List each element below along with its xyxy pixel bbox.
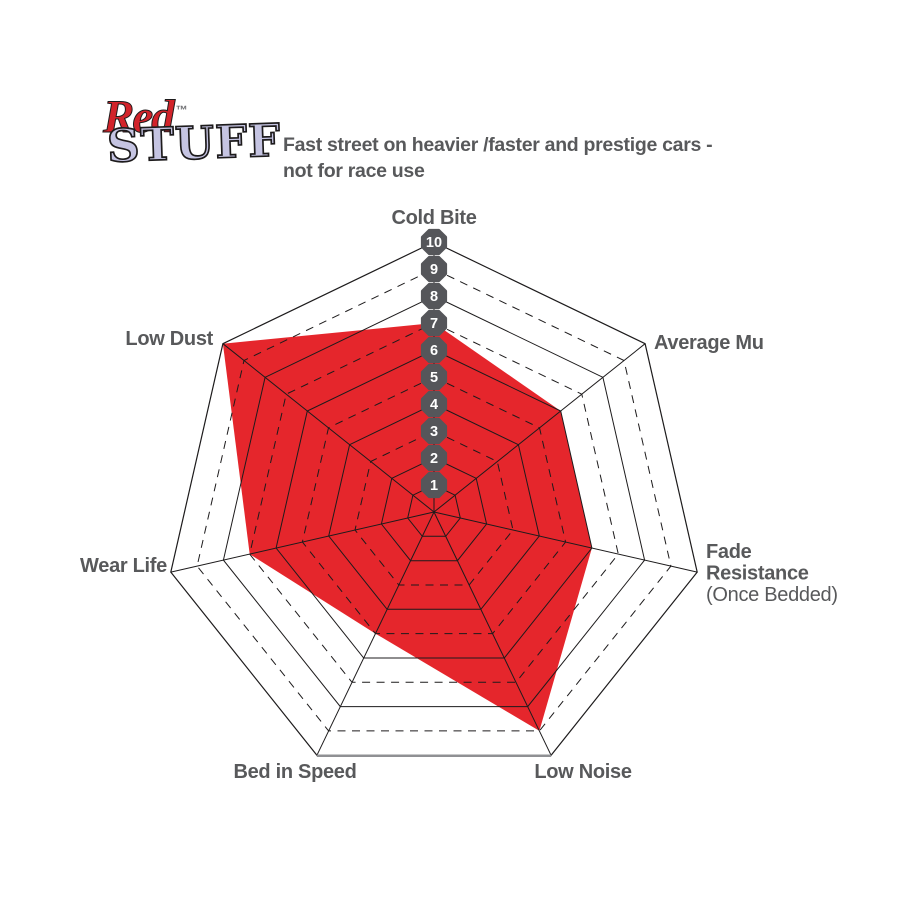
logo-red-text: Red — [103, 91, 176, 143]
axis-label-line: Cold Bite — [391, 207, 476, 229]
axis-spoke-fade-resistance — [433, 511, 698, 573]
tick-label-1: 1 — [430, 478, 438, 494]
logo-word-red: Red ™ — [103, 91, 263, 143]
subtitle-line-1: Fast street on heavier /faster and prest… — [283, 134, 713, 156]
grid-ring-2 — [380, 457, 488, 562]
tick-badge-8 — [420, 282, 448, 310]
tick-label-5: 5 — [430, 370, 438, 386]
tick-label-4: 4 — [430, 397, 438, 413]
axis-label-wear-life: Wear Life — [80, 555, 167, 577]
series-polygon-redstuff-pad-performance — [222, 323, 592, 731]
tick-badge-7 — [420, 309, 448, 337]
axis-label-line: (Once Bedded) — [706, 584, 838, 606]
axis-spoke-bed-in-speed — [316, 511, 435, 756]
axis-label-fade-resistance: Fade Resistance (Once Bedded) — [706, 541, 838, 606]
tick-label-8: 8 — [430, 289, 438, 305]
axis-label-low-noise: Low Noise — [534, 761, 631, 783]
tick-badge-3 — [420, 417, 448, 445]
tick-label-10: 10 — [426, 235, 442, 251]
grid-ring-8 — [222, 295, 646, 708]
tick-badge-10 — [420, 228, 448, 256]
grid-ring-5 — [301, 376, 567, 635]
axis-label-line: Wear Life — [80, 555, 167, 577]
grid-ring-4 — [328, 403, 540, 610]
tick-badge-4 — [420, 390, 448, 418]
axis-label-line: Average Mu — [654, 332, 764, 354]
tick-badge-6 — [420, 336, 448, 364]
trademark-symbol: ™ — [175, 103, 188, 117]
axis-spoke-wear-life — [170, 511, 435, 573]
tick-label-3: 3 — [430, 424, 438, 440]
tick-label-9: 9 — [430, 262, 438, 278]
axis-label-line: Bed in Speed — [233, 761, 356, 783]
axis-label-average-mu: Average Mu — [654, 332, 764, 354]
axis-spoke-low-dust — [222, 343, 435, 513]
axis-spoke-average-mu — [433, 343, 646, 513]
axis-label-low-dust: Low Dust — [125, 328, 213, 350]
tick-badge-9 — [420, 255, 448, 283]
axis-label-bed-in-speed: Bed in Speed — [233, 761, 356, 783]
grid-ring-1 — [407, 484, 461, 537]
axis-label-line: Low Noise — [534, 761, 631, 783]
axis-label-cold-bite: Cold Bite — [391, 207, 476, 229]
tick-badge-2 — [420, 444, 448, 472]
subtitle-line-2: not for race use — [283, 160, 425, 182]
tick-badge-1 — [420, 471, 448, 499]
tick-label-2: 2 — [430, 451, 438, 467]
grid-ring-7 — [249, 322, 619, 683]
chart-subtitle: Fast street on heavier /faster and prest… — [283, 132, 713, 184]
grid-ring-6 — [275, 349, 593, 659]
axis-spoke-low-noise — [433, 511, 552, 756]
axis-label-line: Resistance — [706, 563, 809, 585]
tick-badge-5 — [420, 363, 448, 391]
tick-label-7: 7 — [430, 316, 438, 332]
axis-label-line: Low Dust — [125, 328, 213, 350]
tick-label-6: 6 — [430, 343, 438, 359]
axis-label-line: Fade — [706, 541, 752, 563]
redstuff-logo: Red ™ STUFF — [103, 91, 283, 199]
grid-ring-3 — [354, 430, 514, 586]
